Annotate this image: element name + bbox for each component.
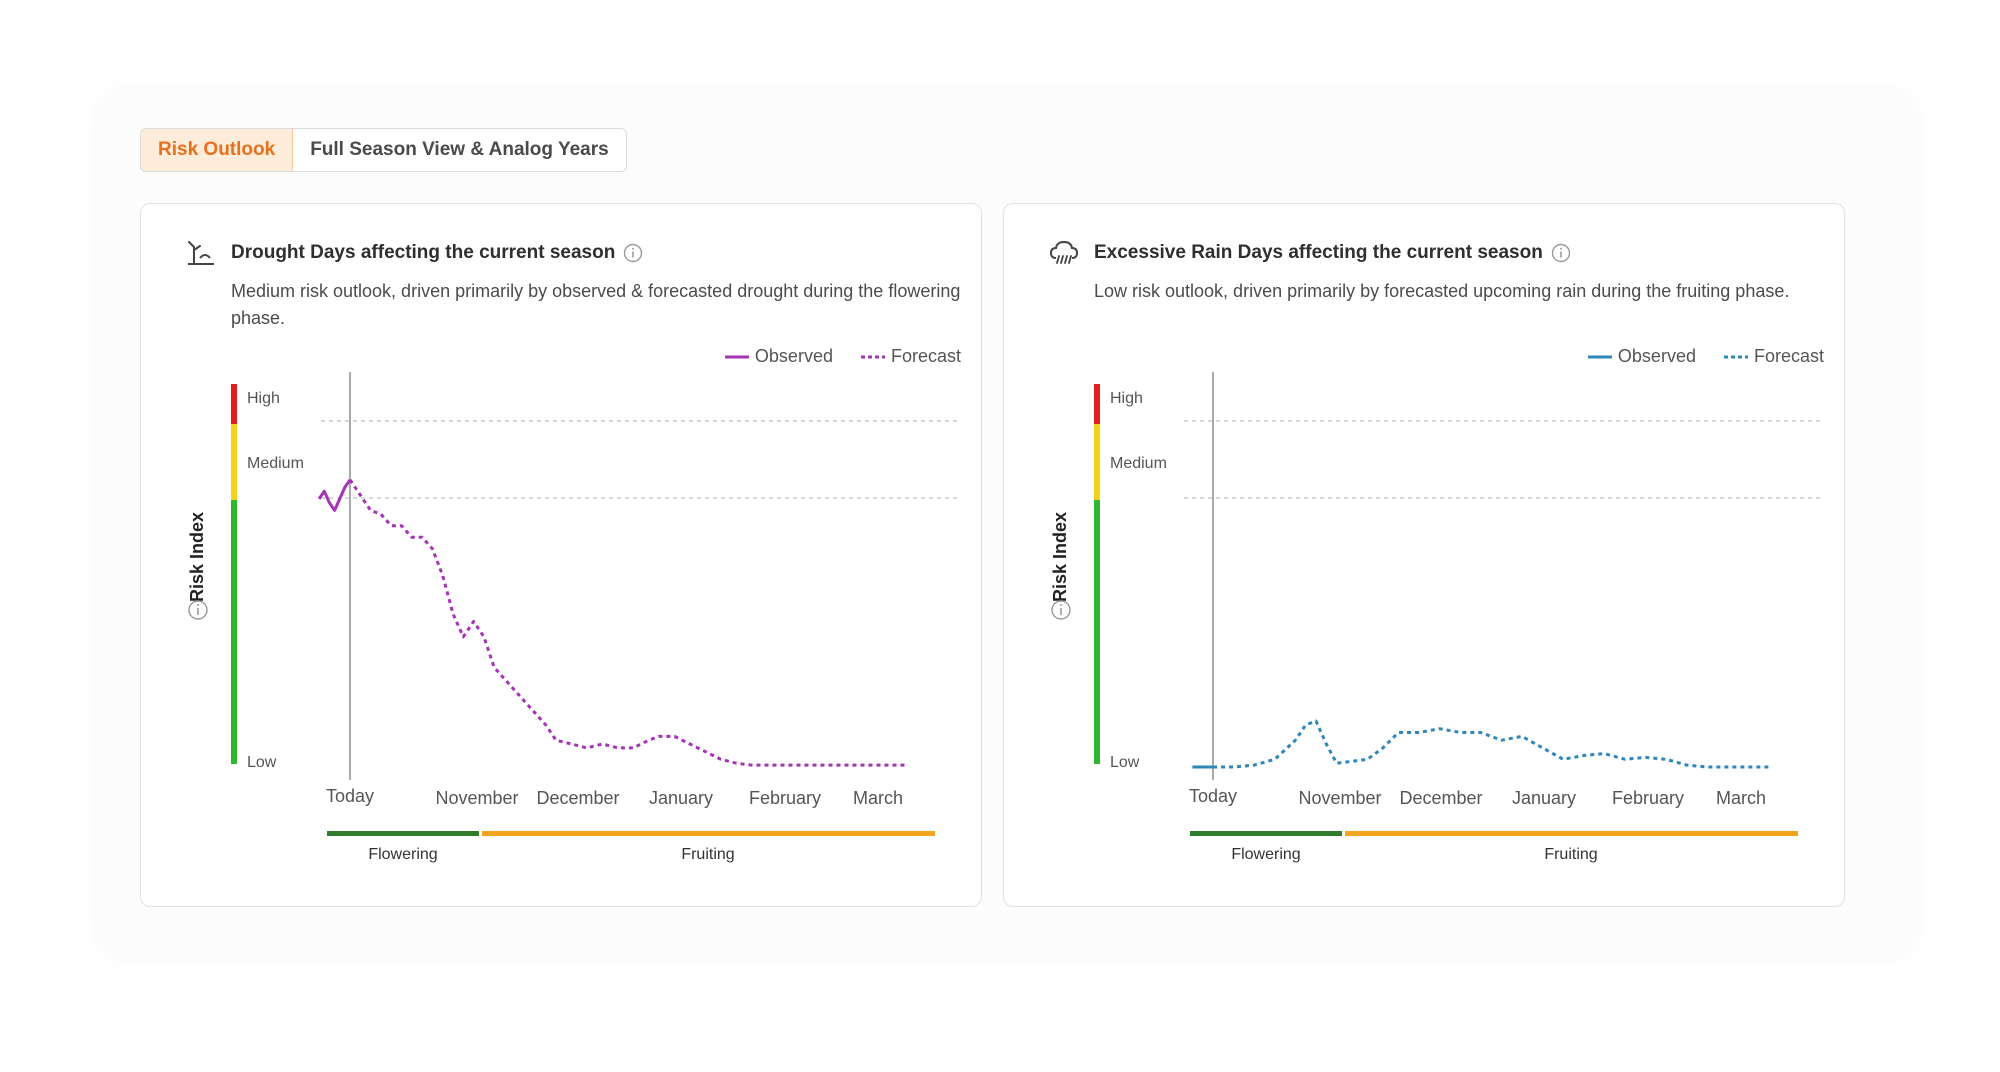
y-axis-title: Risk Index xyxy=(187,512,207,602)
flowering-phase-bar xyxy=(327,831,479,836)
legend-forecast[interactable]: Forecast xyxy=(860,346,961,367)
y-label-medium: Medium xyxy=(1110,455,1167,472)
fruiting-phase-bar xyxy=(482,831,935,836)
flowering-label: Flowering xyxy=(368,846,437,863)
chart-legend: Observed Forecast xyxy=(697,346,961,367)
chart-legend: Observed Forecast xyxy=(1560,346,1824,367)
x-label-today: Today xyxy=(1189,786,1237,806)
x-label-march: March xyxy=(1716,788,1766,808)
risk-bar-medium xyxy=(1094,424,1100,500)
series-forecast-line xyxy=(348,478,907,767)
y-axis-title: Risk Index xyxy=(1050,512,1070,602)
risk-bar-high xyxy=(231,384,237,424)
legend-forecast-label: Forecast xyxy=(1753,346,1824,366)
x-label-february: February xyxy=(749,788,821,808)
fruiting-phase-bar xyxy=(1345,831,1798,836)
risk-bar-medium xyxy=(231,424,237,500)
info-icon[interactable] xyxy=(1551,243,1571,263)
x-label-november: November xyxy=(1298,788,1381,808)
x-label-november: November xyxy=(435,788,518,808)
risk-bar-low xyxy=(1094,500,1100,764)
flowering-phase-bar xyxy=(1190,831,1342,836)
x-label-january: January xyxy=(1512,788,1576,808)
drought-card: Drought Days affecting the current seaso… xyxy=(140,203,982,907)
x-label-today: Today xyxy=(326,786,374,806)
y-label-high: High xyxy=(1110,390,1143,407)
legend-forecast-label: Forecast xyxy=(890,346,961,366)
info-icon[interactable] xyxy=(623,243,643,263)
fruiting-label: Fruiting xyxy=(1544,846,1597,863)
series-forecast-line xyxy=(1213,719,1770,769)
y-label-high: High xyxy=(247,390,280,407)
risk-bar-high xyxy=(1094,384,1100,424)
rain-chart: High Medium Low Risk Index Today Novembe… xyxy=(1050,372,1824,863)
risk-bar-low xyxy=(231,500,237,764)
tab-bar: Risk Outlook Full Season View & Analog Y… xyxy=(140,128,627,172)
legend-forecast[interactable]: Forecast xyxy=(1723,346,1824,367)
drought-icon xyxy=(188,241,214,265)
x-label-march: March xyxy=(853,788,903,808)
fruiting-label: Fruiting xyxy=(681,846,734,863)
legend-observed[interactable]: Observed xyxy=(724,346,833,367)
flowering-label: Flowering xyxy=(1231,846,1300,863)
rain-card: Excessive Rain Days affecting the curren… xyxy=(1003,203,1845,907)
tab-full-season-view[interactable]: Full Season View & Analog Years xyxy=(310,139,609,160)
y-label-low: Low xyxy=(1110,754,1140,771)
card-title: Excessive Rain Days affecting the curren… xyxy=(1094,242,1543,263)
drought-series xyxy=(317,478,907,767)
x-label-december: December xyxy=(1399,788,1482,808)
card-title: Drought Days affecting the current seaso… xyxy=(231,242,616,263)
legend-observed[interactable]: Observed xyxy=(1587,346,1696,367)
x-label-december: December xyxy=(536,788,619,808)
card-header: Drought Days affecting the current seaso… xyxy=(185,237,643,269)
drought-chart: High Medium Low Risk Index Today Novembe… xyxy=(187,372,961,863)
x-label-february: February xyxy=(1612,788,1684,808)
tab-risk-outlook[interactable]: Risk Outlook xyxy=(141,129,294,171)
y-axis-info-icon[interactable] xyxy=(1051,600,1071,620)
legend-observed-label: Observed xyxy=(1617,346,1696,366)
y-label-medium: Medium xyxy=(247,455,304,472)
card-header: Excessive Rain Days affecting the curren… xyxy=(1048,237,1571,269)
rain-series xyxy=(1192,719,1770,769)
card-description: Medium risk outlook, driven primarily by… xyxy=(231,281,961,328)
legend-observed-label: Observed xyxy=(754,346,833,366)
y-label-low: Low xyxy=(247,754,277,771)
card-description: Low risk outlook, driven primarily by fo… xyxy=(1094,281,1790,301)
rain-cloud-icon xyxy=(1049,240,1079,264)
y-axis-info-icon[interactable] xyxy=(188,600,208,620)
x-label-january: January xyxy=(649,788,713,808)
series-observed-line xyxy=(317,478,352,512)
